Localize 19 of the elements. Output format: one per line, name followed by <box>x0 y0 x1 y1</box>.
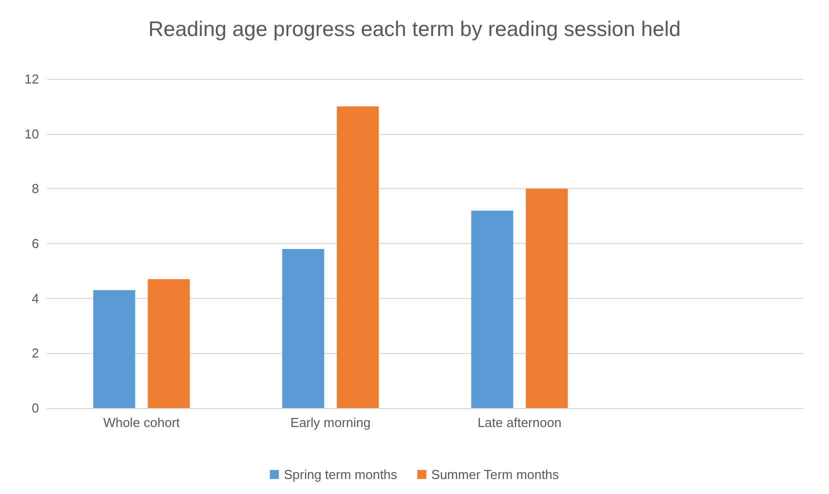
bar <box>471 210 514 408</box>
bar <box>93 290 136 408</box>
y-tick-label: 12 <box>24 72 39 86</box>
x-tick-label: Late afternoon <box>478 415 562 430</box>
y-tick-label: 4 <box>32 290 39 306</box>
bar <box>526 188 568 408</box>
legend-label: Spring term months <box>284 467 398 482</box>
x-tick-label: Early morning <box>290 415 371 430</box>
y-tick-label: 8 <box>32 181 39 196</box>
bar <box>148 279 190 408</box>
x-tick-label: Whole cohort <box>103 415 180 430</box>
y-tick-label: 0 <box>32 400 39 416</box>
bar <box>282 248 324 408</box>
y-tick-label: 10 <box>24 126 39 142</box>
y-tick-label: 6 <box>32 236 39 251</box>
y-tick-label: 2 <box>32 346 39 361</box>
bar <box>336 106 379 408</box>
chart-title: Reading age progress each term by reading session held <box>148 18 681 41</box>
legend-label: Summer Term months <box>431 467 560 482</box>
